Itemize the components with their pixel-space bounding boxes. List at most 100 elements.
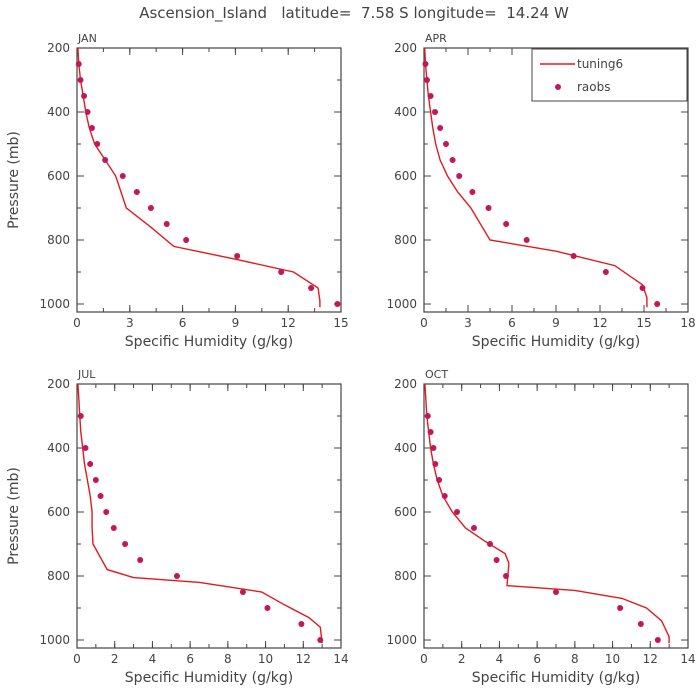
obs-point — [77, 413, 84, 419]
obs-point — [173, 573, 180, 579]
x-tick-label: 0 — [73, 316, 81, 330]
legend-label-obs: raobs — [577, 80, 611, 94]
y-tick-label: 1000 — [386, 297, 417, 311]
panel-oct: 0 2 4 6 8 10 12 14 200 400 600 800 1000 OCT Specific H… — [386, 368, 695, 686]
x-tick-label: 14 — [333, 652, 348, 666]
y-tick-label: 600 — [394, 169, 417, 183]
x-tick-label: 12 — [592, 316, 607, 330]
y-tick-label: 1000 — [39, 297, 70, 311]
panel-title: JAN — [77, 32, 97, 45]
y-tick-label: 600 — [47, 505, 70, 519]
obs-point — [449, 157, 456, 163]
obs-point — [493, 557, 500, 563]
series-line-tuning6 — [424, 384, 670, 644]
obs-point — [441, 493, 448, 499]
y-tick-label: 400 — [394, 105, 417, 119]
x-tick-label: 12 — [643, 652, 658, 666]
obs-point — [553, 589, 559, 595]
obs-point — [278, 269, 285, 275]
x-tick-label: 6 — [186, 652, 194, 666]
obs-point — [119, 173, 126, 179]
x-axis-label: Specific Humidity (g/kg) — [125, 334, 293, 350]
x-tick-label: 8 — [571, 652, 579, 666]
y-tick-label: 600 — [47, 169, 70, 183]
x-tick-label: 6 — [508, 316, 516, 330]
obs-point — [308, 285, 315, 291]
obs-point — [133, 189, 140, 195]
obs-point — [77, 77, 84, 83]
obs-point — [102, 157, 109, 163]
y-tick-label: 400 — [394, 441, 417, 455]
obs-point — [503, 573, 510, 579]
obs-point — [654, 301, 661, 307]
y-tick-label: 1000 — [39, 633, 70, 647]
panel-title: OCT — [425, 368, 448, 381]
obs-point — [432, 461, 439, 467]
obs-point — [81, 93, 88, 99]
obs-point — [298, 621, 305, 627]
y-axis-label: Pressure (mb) — [6, 131, 22, 229]
y-axis-label: Pressure (mb) — [6, 467, 22, 565]
x-tick-label: 3 — [126, 316, 134, 330]
panel-apr: 0 3 6 9 12 15 18 200 400 600 800 1000 APR Specific Hu… — [386, 32, 695, 350]
plot-frame — [423, 383, 689, 649]
y-tick-label: 800 — [394, 233, 417, 247]
obs-point — [317, 637, 324, 643]
obs-point — [239, 589, 246, 595]
y-tick-label: 200 — [394, 41, 417, 55]
legend-label-model: tuning6 — [577, 57, 623, 71]
obs-point — [427, 93, 434, 99]
obs-point — [147, 205, 154, 211]
obs-point — [97, 493, 104, 499]
x-tick-label: 0 — [420, 652, 428, 666]
x-tick-label: 8 — [224, 652, 232, 666]
obs-point — [654, 637, 661, 643]
obs-point — [334, 301, 341, 307]
obs-point — [602, 269, 609, 275]
obs-point — [183, 237, 190, 243]
obs-point — [92, 477, 99, 483]
x-tick-label: 6 — [179, 316, 187, 330]
obs-point — [454, 509, 460, 515]
x-tick-label: 12 — [281, 316, 296, 330]
y-tick-label: 1000 — [386, 633, 417, 647]
panel-jul: 0 2 4 6 8 10 12 14 200 400 600 800 1000 JUL Specific H… — [6, 368, 349, 686]
obs-point — [430, 445, 437, 451]
plot-frame — [76, 383, 342, 649]
obs-point — [637, 621, 644, 627]
panel-title: JUL — [77, 368, 96, 381]
x-tick-label: 18 — [680, 316, 695, 330]
obs-point — [103, 509, 110, 515]
obs-point — [443, 141, 449, 147]
obs-point — [469, 189, 476, 195]
x-tick-label: 4 — [496, 652, 504, 666]
obs-point — [82, 445, 89, 451]
obs-point — [456, 173, 463, 179]
y-tick-label: 200 — [394, 377, 417, 391]
series-line-tuning6 — [77, 48, 321, 308]
obs-point — [523, 237, 530, 243]
obs-point — [427, 429, 434, 435]
obs-point — [423, 77, 430, 83]
obs-point — [436, 477, 443, 483]
obs-point — [422, 61, 429, 67]
x-axis-label: Specific Humidity (g/kg) — [472, 670, 640, 686]
obs-point — [87, 461, 94, 467]
series-line-tuning6 — [424, 48, 648, 308]
y-tick-label: 200 — [47, 41, 70, 55]
obs-point — [570, 253, 577, 259]
obs-point — [639, 285, 646, 291]
obs-point — [470, 525, 477, 531]
panel-title: APR — [425, 32, 447, 45]
x-tick-label: 6 — [533, 652, 541, 666]
obs-point — [110, 525, 117, 531]
y-tick-label: 800 — [47, 233, 70, 247]
obs-point — [617, 605, 624, 611]
obs-point — [437, 125, 444, 131]
obs-point — [487, 541, 493, 547]
obs-point — [503, 221, 510, 227]
x-tick-label: 10 — [258, 652, 273, 666]
obs-point — [122, 541, 129, 547]
y-tick-label: 400 — [47, 441, 70, 455]
